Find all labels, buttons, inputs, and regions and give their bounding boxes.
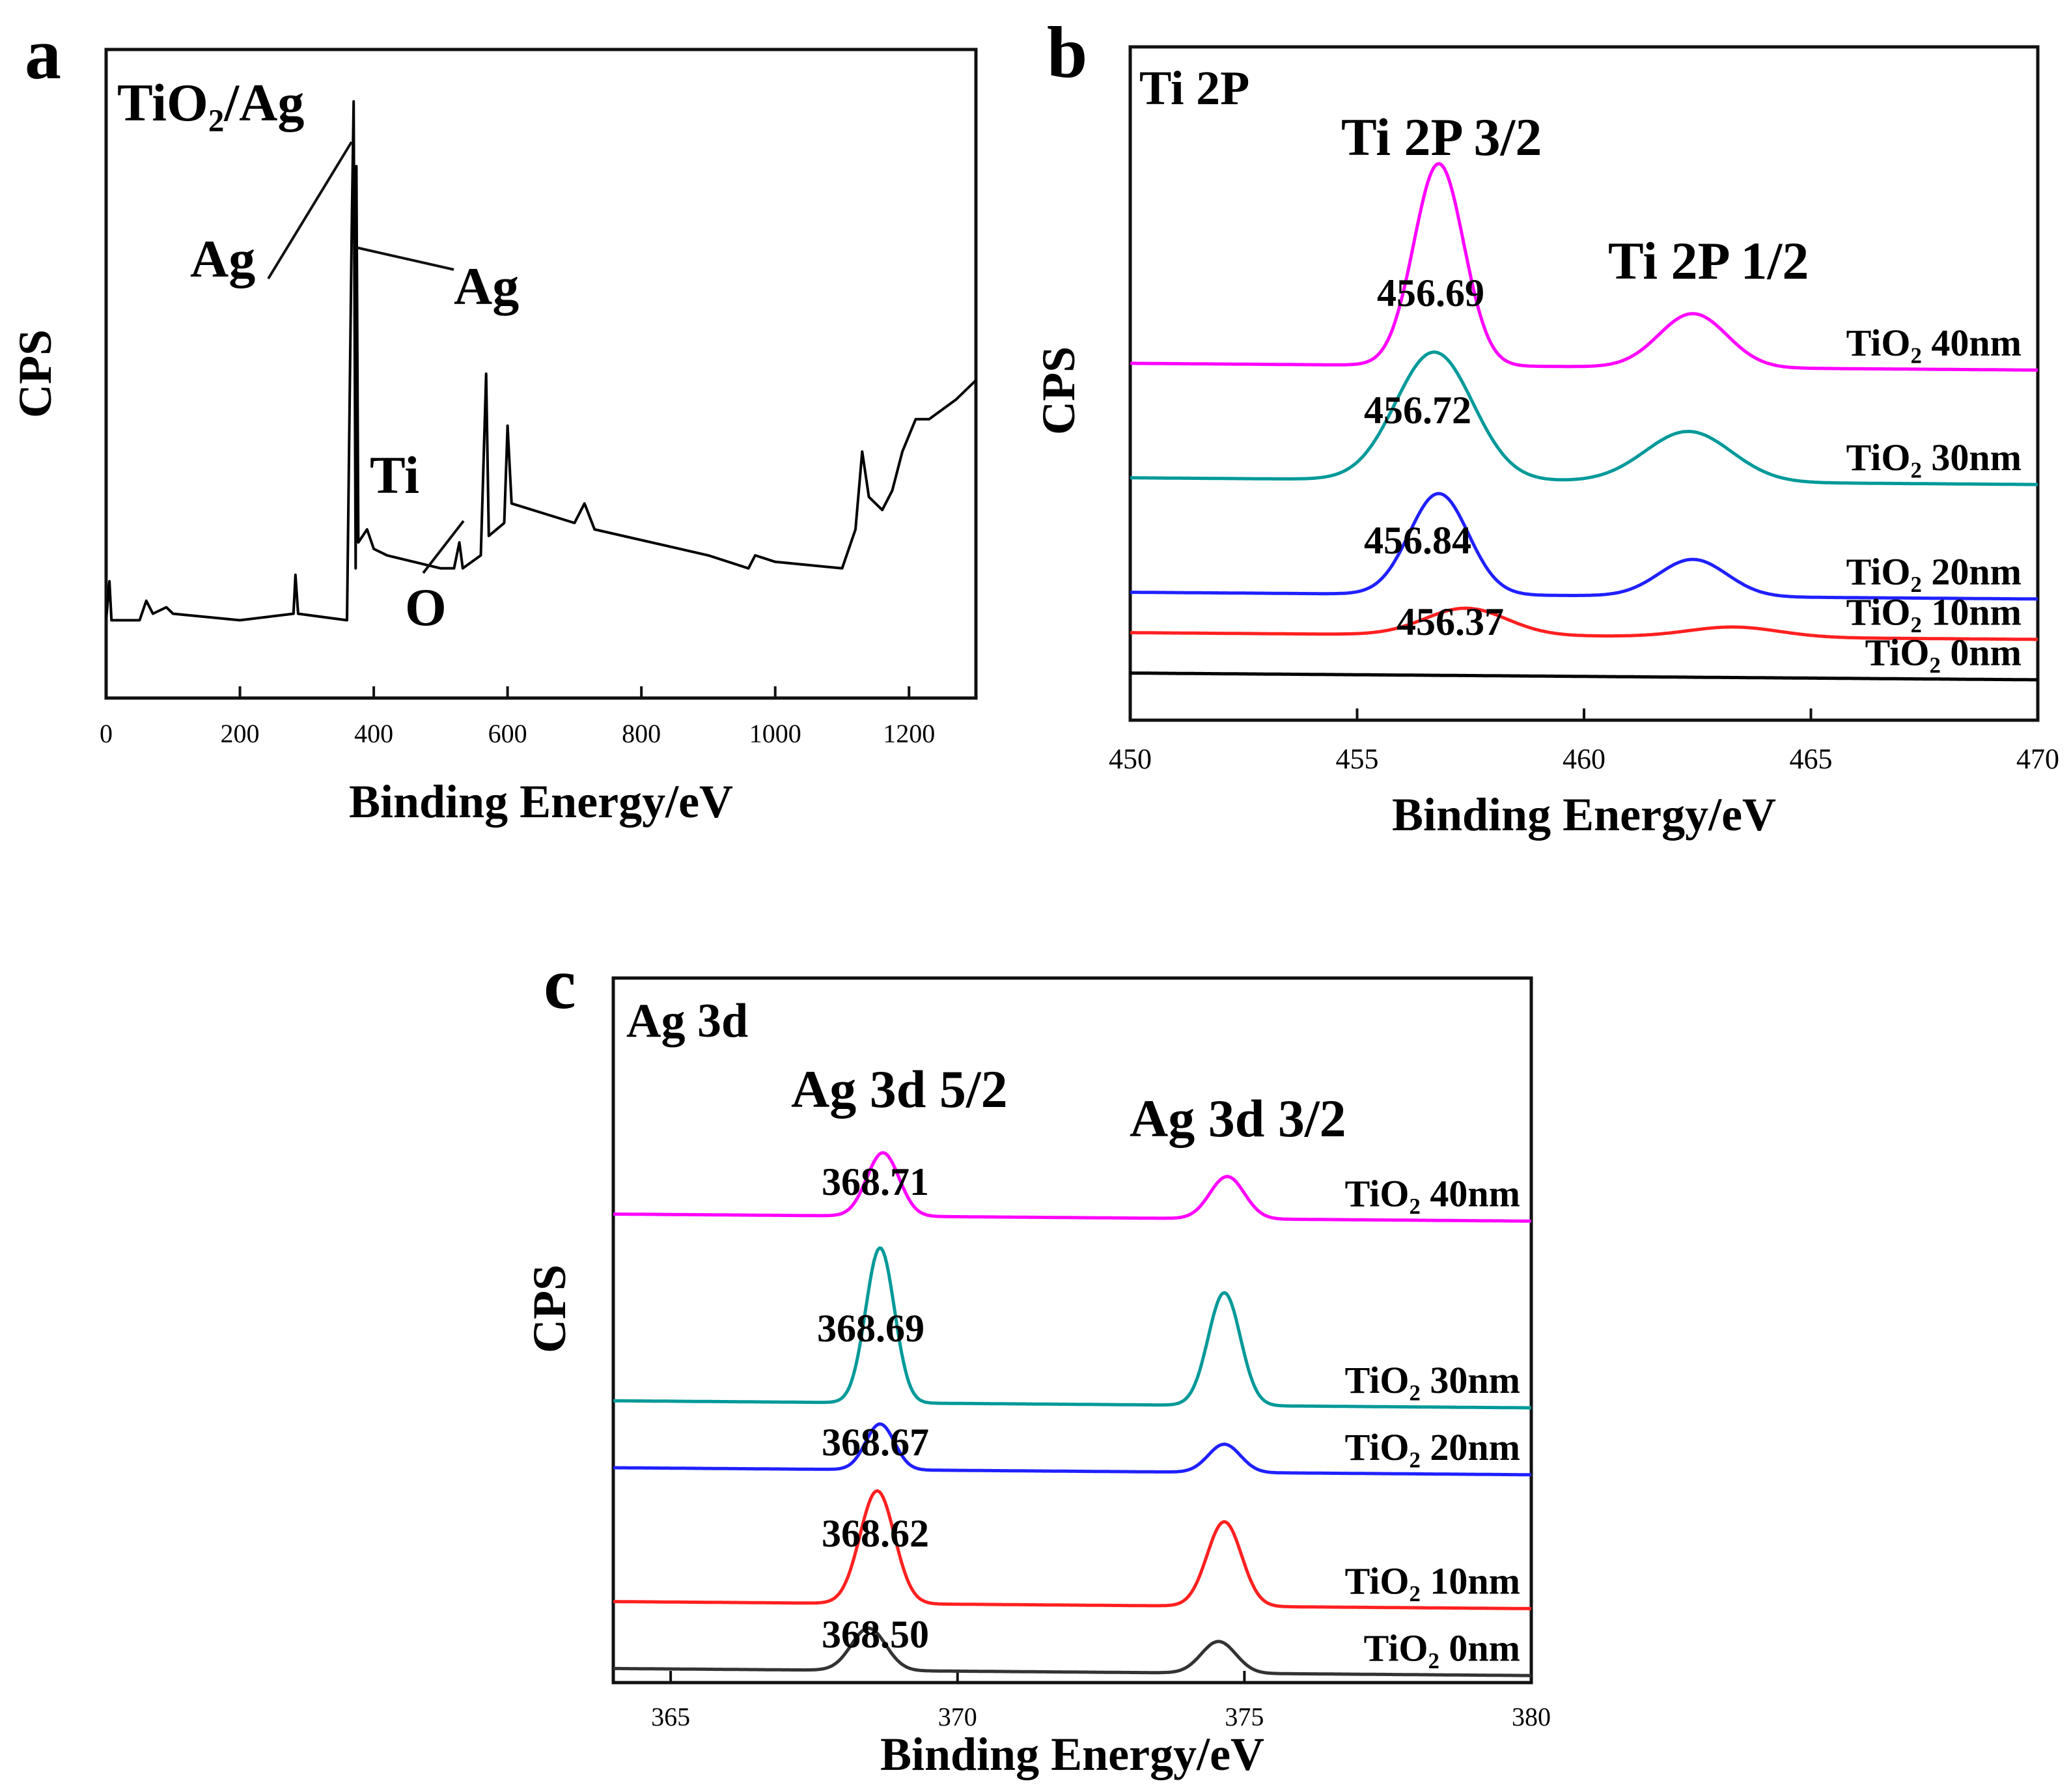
panel-b-series: TiO₂ 40nm 456.69 TiO₂ 30nm 456.72 TiO₂ 20nm 4… (1130, 161, 2038, 682)
panel-c-x-axis-title: Binding Energy/eV (880, 1728, 1264, 1780)
series-line-1 (613, 1246, 1531, 1410)
x-tick-label: 1200 (883, 719, 935, 748)
series-label: TiO₂ 10nm (1846, 591, 2022, 634)
peak-value-label: 368.69 (817, 1307, 924, 1350)
panel-b-x-ticks: 450 455 460 465 470 (1109, 708, 2059, 775)
series-line-0 (1130, 161, 2038, 372)
series-label: TiO₂ 10nm (1345, 1560, 1520, 1603)
x-tick-label: 375 (1225, 1702, 1264, 1731)
peak-value-label: 368.50 (822, 1613, 929, 1656)
series-label: TiO₂ 30nm (1345, 1359, 1520, 1401)
series-line-2 (1130, 492, 2038, 601)
panel-b-y-axis-title: CPS (1033, 346, 1085, 435)
panel-a-annotation-ag-1: Ag (190, 229, 255, 288)
series-label: TiO₂ 20nm (1345, 1426, 1520, 1468)
panel-c-y-axis-title: CPS (523, 1265, 576, 1353)
panel-c-annotation-ag3d52: Ag 3d 5/2 (791, 1059, 1008, 1119)
peak-value-label: 456.37 (1397, 600, 1504, 643)
panel-b: b Ti 2P Ti 2P 3/2 Ti 2P 1/2 450 455 460 465… (1033, 12, 2059, 841)
series-line-3 (1130, 606, 2038, 641)
x-tick-label: 370 (938, 1702, 977, 1731)
panel-a-frame (104, 48, 978, 700)
panel-a-x-axis-title: Binding Energy/eV (349, 776, 733, 828)
series-label: TiO₂ 0nm (1364, 1627, 1520, 1669)
panel-a-letter: a (25, 14, 61, 94)
panel-b-x-axis-title: Binding Energy/eV (1392, 789, 1776, 841)
series-line-4 (613, 1626, 1531, 1677)
series-line-4 (1130, 671, 2038, 682)
series-line-survey (105, 100, 977, 622)
panel-a-annotation-o: O (405, 578, 447, 637)
peak-value-label: 368.71 (822, 1160, 929, 1203)
panel-a-y-axis-title: CPS (9, 329, 61, 418)
peak-value-label: 368.67 (822, 1421, 929, 1464)
x-tick-label: 460 (1563, 743, 1605, 775)
panel-c-annotation-ag3d32: Ag 3d 3/2 (1130, 1089, 1346, 1148)
series-label: TiO₂ 30nm (1846, 436, 2022, 479)
x-tick-label: 600 (488, 719, 527, 748)
x-tick-label: 1000 (749, 719, 801, 748)
panel-c-letter: c (544, 944, 576, 1024)
panel-a-annotation-ti: Ti (370, 445, 419, 505)
peak-value-label: 456.69 (1377, 272, 1484, 315)
x-tick-label: 465 (1790, 743, 1833, 775)
panel-a: a TiO₂/Ag 0 200 400 600 800 1000 1200 Binding … (9, 14, 978, 828)
panel-a-title: TiO₂/Ag (117, 73, 304, 132)
peak-value-label: 456.72 (1364, 389, 1471, 432)
x-tick-label: 365 (651, 1702, 690, 1731)
panel-c: c Ag 3d Ag 3d 5/2 Ag 3d 3/2 365 370 375 380… (523, 944, 1551, 1780)
panel-b-title: Ti 2P (1139, 62, 1249, 115)
panel-a-ag-leader-2 (355, 246, 454, 271)
series-line-0 (613, 1151, 1531, 1223)
x-tick-label: 455 (1336, 743, 1379, 775)
series-label: TiO₂ 20nm (1846, 551, 2022, 593)
x-tick-label: 470 (2016, 743, 2059, 775)
panel-a-series (105, 100, 977, 622)
series-label: TiO₂ 0nm (1865, 632, 2022, 674)
series-line-1 (1130, 350, 2038, 486)
series-line-2 (613, 1422, 1531, 1477)
series-line-3 (613, 1489, 1531, 1610)
panel-b-annotation-ti2p32: Ti 2P 3/2 (1341, 107, 1542, 167)
peak-value-label: 368.62 (822, 1512, 929, 1555)
panel-c-series: TiO₂ 40nm 368.71 TiO₂ 30nm 368.69 TiO₂ 20nm 3… (613, 1151, 1531, 1677)
panel-a-annotation-ag-2: Ag (454, 257, 519, 316)
panel-b-letter: b (1047, 12, 1087, 93)
panel-a-x-ticks: 0 200 400 600 800 1000 1200 (100, 686, 935, 748)
panel-c-frame (611, 976, 1533, 1685)
panel-b-annotation-ti2p12: Ti 2P 1/2 (1608, 231, 1809, 290)
x-tick-label: 450 (1109, 743, 1152, 775)
x-tick-label: 380 (1512, 1702, 1551, 1731)
panel-c-x-ticks: 365 370 375 380 (651, 1671, 1551, 1731)
x-tick-label: 0 (100, 719, 113, 748)
panel-a-ag-leader-1 (267, 141, 353, 280)
x-tick-label: 200 (221, 719, 260, 748)
x-tick-label: 800 (622, 719, 661, 748)
peak-value-label: 456.84 (1364, 519, 1471, 562)
panel-c-title: Ag 3d (626, 994, 748, 1048)
series-label: TiO₂ 40nm (1345, 1172, 1520, 1214)
x-tick-label: 400 (354, 719, 393, 748)
series-label: TiO₂ 40nm (1846, 322, 2022, 364)
panel-a-o-leader (422, 520, 465, 574)
